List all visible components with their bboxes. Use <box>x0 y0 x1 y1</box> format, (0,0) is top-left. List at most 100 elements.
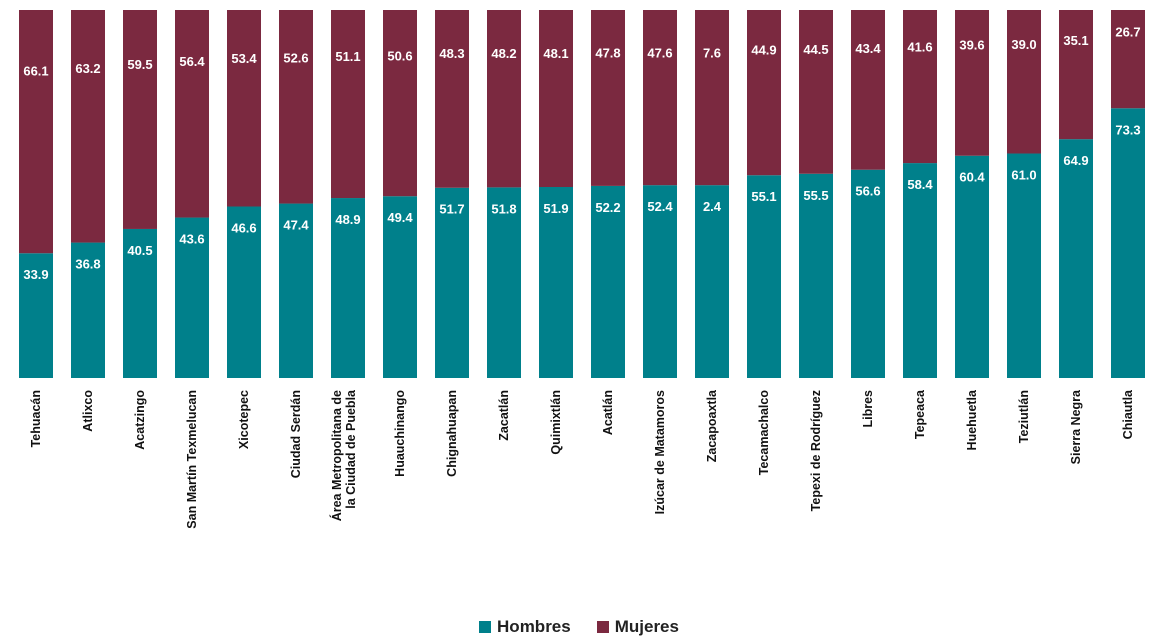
tick-label-izucar-de-matamoros: Izúcar de Matamoros <box>653 390 667 514</box>
value-label-hombres-teziutlan: 61.0 <box>1011 168 1036 183</box>
bar-mujeres-zacapoaxtla <box>695 10 729 186</box>
legend-item-mujeres: Mujeres <box>596 617 679 637</box>
bar-hombres-zacatlan <box>487 187 521 378</box>
value-label-hombres-area-metropolitana-de-la-ciudad-de-puebla: 48.9 <box>335 212 360 227</box>
bar-hombres-izucar-de-matamoros <box>643 185 677 378</box>
value-label-mujeres-zacatlan: 48.2 <box>491 46 516 61</box>
bar-mujeres-tepeaca <box>903 10 937 164</box>
bar-mujeres-san-martin-texmelucan <box>175 10 209 218</box>
value-label-hombres-huauchinango: 49.4 <box>387 210 413 225</box>
value-label-hombres-izucar-de-matamoros: 52.4 <box>647 199 673 214</box>
bar-hombres-quimixtlan <box>539 187 573 378</box>
value-label-mujeres-libres: 43.4 <box>855 41 881 56</box>
value-label-hombres-tecamachalco: 55.1 <box>751 189 776 204</box>
bar-hombres-huauchinango <box>383 196 417 378</box>
bar-mujeres-tehuacan <box>19 10 53 254</box>
bar-mujeres-huauchinango <box>383 10 417 197</box>
value-label-hombres-libres: 56.6 <box>855 184 880 199</box>
tick-label-sierra-negra: Sierra Negra <box>1069 389 1083 464</box>
bar-hombres-huehuetla <box>955 155 989 378</box>
value-label-hombres-tehuacan: 33.9 <box>23 267 48 282</box>
bar-hombres-tepeaca <box>903 163 937 378</box>
tick-label-zacapoaxtla: Zacapoaxtla <box>705 389 719 462</box>
value-label-hombres-acatzingo: 40.5 <box>127 243 152 258</box>
value-label-hombres-acatlan: 52.2 <box>595 200 620 215</box>
bar-hombres-teziutlan <box>1007 153 1041 378</box>
value-label-mujeres-tepeaca: 41.6 <box>907 39 932 54</box>
legend-item-hombres: Hombres <box>479 617 571 637</box>
bar-labels-group: 33.9 66.1 36.8 63.2 40.5 59.5 43.6 56.4 46.6 53.4… <box>23 25 1140 283</box>
value-label-mujeres-atlixco: 63.2 <box>75 61 100 76</box>
bar-hombres-atlixco <box>71 242 105 378</box>
value-label-hombres-tepexi-de-rodriguez: 55.5 <box>803 188 828 203</box>
tick-label-san-martin-texmelucan: San Martín Texmelucan <box>185 390 199 529</box>
category-tick-labels: Tehuacán Atlixco Acatzingo San Martín Texme… <box>29 389 1135 529</box>
value-label-mujeres-tehuacan: 66.1 <box>23 64 48 79</box>
stacked-bar-chart: 33.9 66.1 36.8 63.2 40.5 59.5 43.6 56.4 46.6 53.4… <box>19 10 1145 529</box>
bar-hombres-chignahuapan <box>435 187 469 378</box>
bar-hombres-ciudad-serdan <box>279 203 313 378</box>
value-label-hombres-san-martin-texmelucan: 43.6 <box>179 232 204 247</box>
bar-mujeres-area-metropolitana-de-la-ciudad-de-puebla <box>331 10 365 199</box>
value-label-hombres-sierra-negra: 64.9 <box>1063 153 1088 168</box>
tick-label-teziutlan: Teziutlán <box>1017 390 1031 443</box>
bar-mujeres-izucar-de-matamoros <box>643 10 677 186</box>
value-label-mujeres-zacapoaxtla: 7.6 <box>703 45 721 60</box>
bars-group <box>19 10 1145 379</box>
legend-label-hombres: Hombres <box>497 617 571 636</box>
tick-label-libres: Libres <box>861 390 875 428</box>
bar-mujeres-chignahuapan <box>435 10 469 188</box>
bar-mujeres-acatzingo <box>123 10 157 229</box>
bar-mujeres-xicotepec <box>227 10 261 207</box>
tick-label-quimixtlan: Quimixtlán <box>549 390 563 455</box>
tick-label-tepeaca: Tepeaca <box>913 389 927 439</box>
value-label-hombres-zacapoaxtla: 2.4 <box>703 199 722 214</box>
tick-label-tepexi-de-rodriguez: Tepexi de Rodríguez <box>809 390 823 511</box>
bar-mujeres-ciudad-serdan <box>279 10 313 204</box>
bar-mujeres-quimixtlan <box>539 10 573 188</box>
legend: Hombres Mujeres <box>0 612 1158 642</box>
tick-label-huauchinango: Huauchinango <box>393 390 407 477</box>
bar-hombres-tecamachalco <box>747 175 781 378</box>
tick-label-chignahuapan: Chignahuapan <box>445 390 459 477</box>
bar-mujeres-tepexi-de-rodriguez <box>799 10 833 174</box>
value-label-hombres-xicotepec: 46.6 <box>231 221 256 236</box>
value-label-hombres-chiautla: 73.3 <box>1115 122 1140 137</box>
value-label-hombres-chignahuapan: 51.7 <box>439 202 464 217</box>
bar-hombres-area-metropolitana-de-la-ciudad-de-puebla <box>331 198 365 378</box>
bar-mujeres-libres <box>851 10 885 170</box>
value-label-mujeres-san-martin-texmelucan: 56.4 <box>179 54 205 69</box>
bar-hombres-xicotepec <box>227 206 261 378</box>
bar-hombres-tehuacan <box>19 253 53 378</box>
tick-label-tecamachalco: Tecamachalco <box>757 390 771 476</box>
bar-hombres-tepexi-de-rodriguez <box>799 173 833 378</box>
value-label-hombres-atlixco: 36.8 <box>75 257 100 272</box>
value-label-hombres-zacatlan: 51.8 <box>491 201 516 216</box>
tick-label-zacatlan: Zacatlán <box>497 390 511 441</box>
tick-label-chiautla: Chiautla <box>1121 389 1135 439</box>
value-label-mujeres-xicotepec: 53.4 <box>231 51 257 66</box>
bar-mujeres-atlixco <box>71 10 105 243</box>
tick-label-acatzingo: Acatzingo <box>133 390 147 450</box>
bar-mujeres-zacatlan <box>487 10 521 188</box>
value-label-hombres-huehuetla: 60.4 <box>959 170 985 185</box>
bar-mujeres-acatlan <box>591 10 625 186</box>
value-label-hombres-tepeaca: 58.4 <box>907 177 933 192</box>
value-label-mujeres-acatzingo: 59.5 <box>127 57 152 72</box>
bar-hombres-acatlan <box>591 185 625 378</box>
bar-hombres-chiautla <box>1111 108 1145 379</box>
tick-label-area-metropolitana-de-la-ciudad-de-puebla: Área Metropolitana dela Ciudad de Puebla <box>329 389 358 521</box>
bar-hombres-acatzingo <box>123 228 157 378</box>
tick-label-tehuacan: Tehuacán <box>29 390 43 447</box>
value-label-mujeres-area-metropolitana-de-la-ciudad-de-puebla: 51.1 <box>335 49 360 64</box>
value-label-mujeres-huauchinango: 50.6 <box>387 48 412 63</box>
bar-hombres-sierra-negra <box>1059 139 1093 378</box>
value-label-mujeres-quimixtlan: 48.1 <box>543 46 568 61</box>
tick-label-acatlan: Acatlán <box>601 390 615 435</box>
value-label-hombres-quimixtlan: 51.9 <box>543 201 568 216</box>
value-label-mujeres-huehuetla: 39.6 <box>959 37 984 52</box>
value-label-mujeres-izucar-de-matamoros: 47.6 <box>647 45 672 60</box>
tick-label-atlixco: Atlixco <box>81 390 95 432</box>
bar-mujeres-sierra-negra <box>1059 10 1093 140</box>
bar-mujeres-teziutlan <box>1007 10 1041 154</box>
